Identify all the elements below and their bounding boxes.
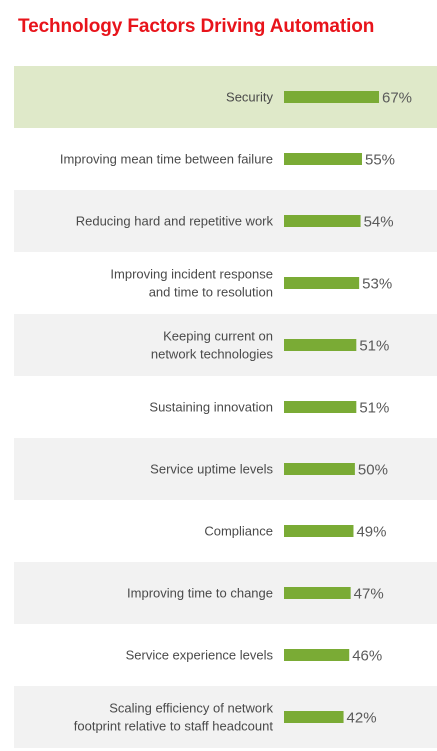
row-background [14,438,437,500]
bar [284,587,351,599]
row-background [14,190,437,252]
category-label: Keeping current on [163,329,273,344]
category-label: Improving mean time between failure [60,152,273,167]
row-background [14,314,437,376]
row-background [14,686,437,748]
category-label: Improving incident response [110,267,273,282]
value-label: 50% [358,462,388,479]
value-label: 55% [365,152,395,169]
category-label: Improving time to change [127,586,273,601]
category-label: Security [226,90,273,105]
value-label: 47% [354,586,384,603]
category-label: Reducing hard and repetitive work [76,214,274,229]
bar [284,525,354,537]
value-label: 51% [359,400,389,417]
category-label: Service uptime levels [150,462,273,477]
bar [284,339,357,351]
value-label: 42% [347,710,377,727]
bar [284,153,362,165]
category-label: footprint relative to staff headcount [74,719,274,734]
category-label: and time to resolution [149,285,273,300]
bar-chart: Security 67% Improving mean time between f… [14,66,437,748]
value-label: 49% [356,524,386,541]
value-label: 53% [362,276,392,293]
category-label: network technologies [151,347,274,362]
value-label: 46% [352,648,382,665]
bar [284,277,360,289]
row-background [14,562,437,624]
value-label: 67% [382,90,412,107]
category-label: Service experience levels [126,648,274,663]
value-label: 51% [359,338,389,355]
category-label: Sustaining innovation [149,400,273,415]
value-label: 54% [364,214,394,231]
bar [284,401,357,413]
bar [284,711,344,723]
bar [284,463,355,475]
bar [284,215,361,227]
category-label: Compliance [204,524,273,539]
bar [284,649,350,661]
chart-title: Technology Factors Driving Automation [18,16,375,37]
category-label: Scaling efficiency of network [109,701,273,716]
bar [284,91,379,103]
